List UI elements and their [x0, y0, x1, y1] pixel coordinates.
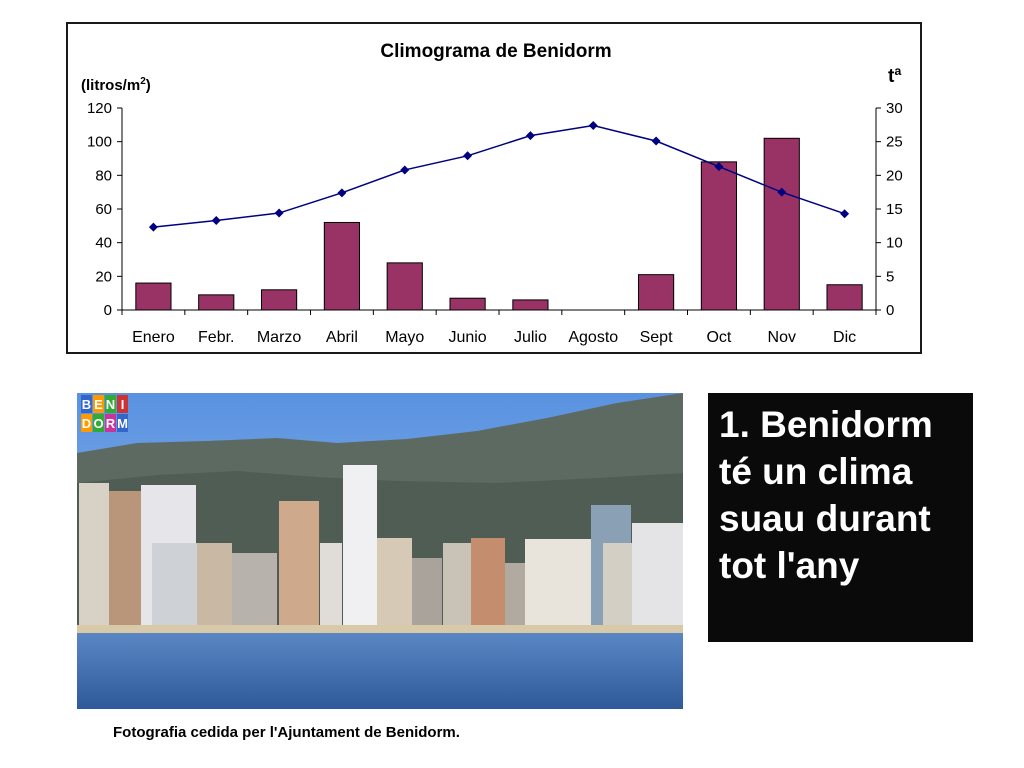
temperature-point — [400, 165, 410, 175]
temperature-point — [651, 136, 661, 146]
x-tick-label: Junio — [448, 329, 486, 346]
precipitation-bar — [512, 299, 549, 311]
temperature-point — [337, 188, 347, 198]
precipitation-bar — [198, 294, 235, 311]
chart-title: Climograma de Benidorm — [380, 41, 611, 62]
precipitation-bar — [449, 297, 486, 311]
precipitation-bar — [260, 289, 298, 311]
x-tick-label: Febr. — [198, 329, 234, 346]
right-tick-label: 15 — [886, 201, 903, 218]
logo-letter: M — [117, 414, 128, 432]
precipitation-bar — [386, 262, 423, 311]
precipitation-bar — [135, 282, 172, 311]
precipitation-bar — [700, 161, 738, 311]
left-tick-label: 120 — [87, 100, 112, 117]
temperature-point — [777, 187, 787, 197]
precipitation-bar — [323, 221, 361, 311]
x-tick-label: Sept — [640, 329, 673, 346]
logo-letter: B — [81, 395, 92, 413]
x-tick-label: Oct — [706, 329, 731, 346]
left-axis-label-prefix: (litros/m — [81, 77, 140, 94]
temperature-point — [588, 121, 598, 131]
right-tick-label: 0 — [886, 302, 894, 319]
right-tick-label: 5 — [886, 268, 894, 285]
logo-letter: N — [105, 395, 116, 413]
left-tick-label: 0 — [104, 302, 112, 319]
temperature-line — [153, 124, 845, 228]
temperature-point — [211, 215, 221, 225]
caption-text: 1. Benidorm té un clima suau durant tot … — [719, 404, 933, 586]
x-tick-label: Dic — [833, 329, 856, 346]
x-tick-label: Mayo — [385, 329, 424, 346]
x-tick-label: Nov — [768, 329, 796, 346]
left-tick-label: 20 — [95, 268, 112, 285]
logo-letter: R — [105, 414, 116, 432]
plot-area: 0 20 40 60 80 100 120 0 5 10 15 20 25 30 Enero Febr. Mar… — [87, 100, 903, 346]
left-axis-label-suffix: ) — [146, 77, 151, 94]
x-tick-label: Agosto — [568, 329, 618, 346]
right-tick-label: 10 — [886, 235, 903, 252]
x-tick-label: Julio — [514, 329, 547, 346]
benidorm-photo-image — [77, 393, 683, 709]
x-tick-label: Marzo — [257, 329, 302, 346]
climate-chart: Climograma de Benidorm (litros/m2) tª 0 2… — [66, 22, 922, 354]
logo-letter: I — [117, 395, 128, 413]
left-axis-label: (litros/m2) — [81, 76, 151, 94]
right-tick-label: 25 — [886, 134, 903, 151]
left-axis-label-superscript: 2 — [140, 76, 146, 87]
precipitation-bar — [763, 137, 800, 311]
left-tick-label: 60 — [95, 201, 112, 218]
logo-letter: O — [93, 414, 104, 432]
logo-letter: D — [81, 414, 92, 432]
x-tick-label: Enero — [132, 329, 175, 346]
temperature-point — [274, 208, 284, 218]
left-tick-label: 80 — [95, 167, 112, 184]
left-tick-label: 100 — [87, 134, 112, 151]
right-axis-label: tª — [888, 66, 902, 87]
photo-credit: Fotografia cedida per l'Ajuntament de Be… — [113, 724, 460, 741]
left-tick-label: 40 — [95, 235, 112, 252]
right-tick-label: 30 — [886, 100, 903, 117]
temperature-point — [525, 131, 535, 141]
precipitation-bar — [637, 274, 675, 311]
right-tick-label: 20 — [886, 167, 903, 184]
climate-chart-svg: Climograma de Benidorm (litros/m2) tª 0 2… — [81, 41, 903, 346]
precipitation-bar — [826, 284, 863, 311]
temperature-point — [463, 151, 473, 161]
logo-letter: E — [93, 395, 104, 413]
temperature-point — [840, 209, 850, 219]
temperature-point — [148, 222, 158, 232]
x-tick-label: Abril — [326, 329, 358, 346]
temperature-point — [714, 162, 724, 172]
caption-box: 1. Benidorm té un clima suau durant tot … — [708, 393, 973, 642]
